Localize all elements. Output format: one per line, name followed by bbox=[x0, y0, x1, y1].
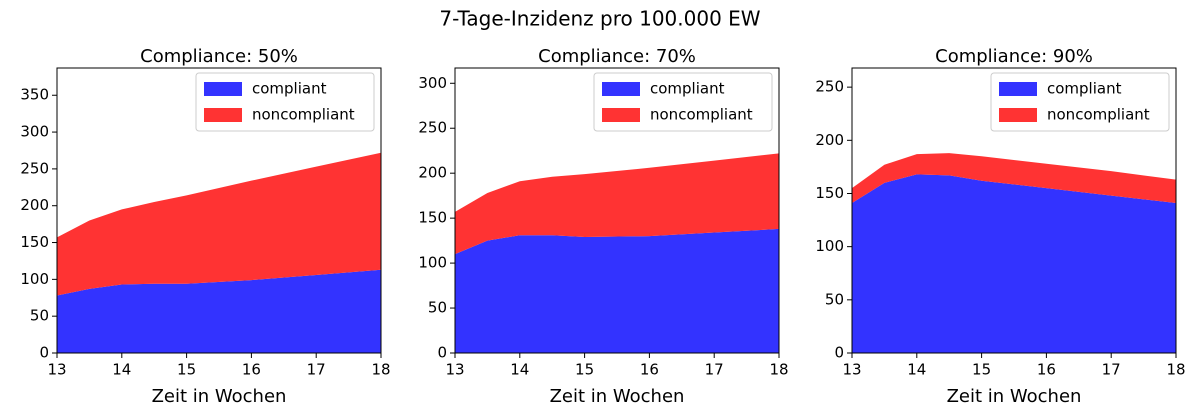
y-tick-label: 50 bbox=[825, 290, 844, 308]
x-tick-label: 13 bbox=[47, 361, 66, 379]
x-tick-label: 14 bbox=[112, 361, 131, 379]
x-axis-label: Zeit in Wochen bbox=[550, 386, 685, 407]
y-tick-label: 100 bbox=[20, 270, 49, 288]
y-tick-label: 50 bbox=[30, 307, 49, 325]
y-tick-label: 100 bbox=[815, 237, 844, 255]
legend-label: compliant bbox=[252, 80, 327, 98]
y-tick-label: 300 bbox=[20, 123, 49, 141]
x-tick-label: 16 bbox=[1037, 361, 1056, 379]
axes-frame bbox=[454, 67, 780, 354]
legend-swatch bbox=[602, 108, 640, 122]
subplot: 0 50 100 150 200 250 300 13 14 15 16 17 18 Compliance… bbox=[418, 46, 788, 407]
x-tick-label: 15 bbox=[972, 361, 991, 379]
x-tick-label: 14 bbox=[907, 361, 926, 379]
x-axis-label: Zeit in Wochen bbox=[947, 386, 1082, 407]
legend-label: noncompliant bbox=[1047, 106, 1150, 124]
x-tick-label: 16 bbox=[640, 361, 659, 379]
y-tick-label: 300 bbox=[418, 74, 447, 92]
x-tick-label: 18 bbox=[1166, 361, 1185, 379]
x-tick-label: 18 bbox=[371, 361, 390, 379]
subplot-title: Compliance: 50% bbox=[140, 46, 298, 67]
y-tick-label: 150 bbox=[815, 184, 844, 202]
area bbox=[852, 153, 1176, 204]
legend-label: compliant bbox=[650, 80, 725, 98]
x-tick-label: 15 bbox=[575, 361, 594, 379]
subplot: 0 50 100 150 200 250 300 350 13 14 15 16 17 18 Complia… bbox=[20, 46, 390, 407]
area bbox=[455, 153, 779, 255]
subplot-title: Compliance: 90% bbox=[935, 46, 1093, 67]
x-tick-label: 16 bbox=[242, 361, 261, 379]
y-tick-label: 250 bbox=[815, 78, 844, 96]
y-tick-label: 0 bbox=[39, 344, 49, 362]
y-tick-label: 250 bbox=[20, 159, 49, 177]
y-tick-label: 200 bbox=[815, 131, 844, 149]
axes-frame bbox=[851, 67, 1177, 354]
area bbox=[57, 152, 381, 296]
area bbox=[455, 228, 779, 353]
y-tick-label: 0 bbox=[834, 344, 844, 362]
y-tick-label: 200 bbox=[20, 196, 49, 214]
legend-swatch bbox=[204, 108, 242, 122]
legend-label: noncompliant bbox=[650, 106, 753, 124]
legend-swatch bbox=[204, 82, 242, 96]
y-tick-label: 100 bbox=[418, 254, 447, 272]
area bbox=[852, 174, 1176, 353]
y-tick-label: 150 bbox=[418, 209, 447, 227]
y-tick-label: 50 bbox=[428, 299, 447, 317]
area bbox=[57, 269, 381, 353]
y-tick-label: 250 bbox=[418, 119, 447, 137]
y-tick-label: 350 bbox=[20, 86, 49, 104]
legend-swatch bbox=[999, 82, 1037, 96]
x-axis-label: Zeit in Wochen bbox=[152, 386, 287, 407]
x-tick-label: 14 bbox=[510, 361, 529, 379]
x-tick-label: 15 bbox=[177, 361, 196, 379]
y-tick-label: 200 bbox=[418, 164, 447, 182]
x-tick-label: 13 bbox=[842, 361, 861, 379]
subplot: 0 50 100 150 200 250 13 14 15 16 17 18 Compliance: 9… bbox=[815, 46, 1185, 407]
subplot-title: Compliance: 70% bbox=[538, 46, 696, 67]
legend-label: compliant bbox=[1047, 80, 1122, 98]
x-tick-label: 13 bbox=[445, 361, 464, 379]
x-tick-label: 17 bbox=[307, 361, 326, 379]
y-tick-label: 150 bbox=[20, 233, 49, 251]
x-tick-label: 17 bbox=[1102, 361, 1121, 379]
x-tick-label: 17 bbox=[705, 361, 724, 379]
legend-swatch bbox=[602, 82, 640, 96]
y-tick-label: 0 bbox=[437, 344, 447, 362]
figure-title: 7-Tage-Inzidenz pro 100.000 EW bbox=[439, 7, 760, 31]
axes-frame bbox=[56, 67, 382, 354]
x-tick-label: 18 bbox=[769, 361, 788, 379]
legend-swatch bbox=[999, 108, 1037, 122]
legend-label: noncompliant bbox=[252, 106, 355, 124]
